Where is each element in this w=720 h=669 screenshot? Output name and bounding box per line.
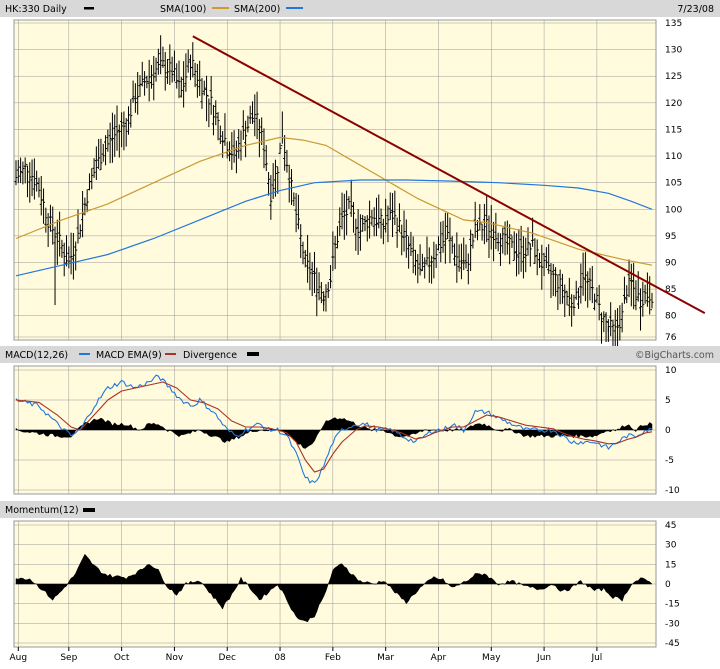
momentum-legend-swatch xyxy=(83,508,95,512)
price-legend-swatch xyxy=(84,7,94,10)
price-overlay-lines xyxy=(15,35,706,314)
x-tick-label: Dec xyxy=(219,653,236,663)
momentum-fill xyxy=(15,553,653,623)
x-tick-label: Oct xyxy=(114,653,130,663)
ticker-label: HK:330 Daily xyxy=(5,4,67,15)
x-tick-label: Mar xyxy=(377,653,394,663)
price-tick-label: 115 xyxy=(665,125,682,135)
momentum-tick-label: 15 xyxy=(665,560,676,570)
macd-lines xyxy=(15,374,653,484)
sma100-line xyxy=(15,136,653,266)
chart-date: 7/23/08 xyxy=(677,4,714,15)
macd-divergence-area xyxy=(15,417,653,449)
x-tick-label: Feb xyxy=(325,653,341,663)
divergence-legend-swatch xyxy=(247,352,259,356)
x-tick-label: Nov xyxy=(166,653,184,663)
x-tick-label: Apr xyxy=(431,653,447,663)
price-tick-label: 95 xyxy=(665,232,676,242)
momentum-panel: Momentum(12) 45 30 15 0 -15 -30 -45 xyxy=(0,501,720,649)
price-tick-label: 110 xyxy=(665,152,682,162)
sma200-legend-swatch xyxy=(286,7,303,9)
x-axis-labels: Aug Sep Oct Nov Dec 08 Feb Mar Apr May Jun Jul xyxy=(10,647,602,663)
momentum-tick-label: 0 xyxy=(665,580,671,590)
momentum-y-axis: 45 30 15 0 -15 -30 -45 xyxy=(665,521,680,649)
macd-tick-label: 10 xyxy=(665,366,677,376)
watermark: ©BigCharts.com xyxy=(635,350,714,361)
macd-ema-legend-label: MACD EMA(9) xyxy=(96,350,162,361)
sma100-legend-label: SMA(100) xyxy=(160,4,206,15)
macd-tick-label: -5 xyxy=(665,456,674,466)
macd-legend-swatch xyxy=(79,353,90,355)
price-ohlc-bars xyxy=(14,35,654,352)
sma100-legend-swatch xyxy=(212,7,229,9)
macd-panel: MACD(12,26) MACD EMA(9) Divergence ©BigC… xyxy=(0,346,720,496)
momentum-tick-label: 30 xyxy=(665,541,677,551)
macd-tick-label: 0 xyxy=(665,426,671,436)
price-tick-label: 90 xyxy=(665,258,677,268)
x-tick-label: May xyxy=(482,653,501,663)
macd-line xyxy=(15,374,653,484)
price-tick-label: 135 xyxy=(665,19,682,29)
momentum-tick-label: -45 xyxy=(665,639,680,649)
price-tick-label: 125 xyxy=(665,72,682,82)
price-panel-header xyxy=(0,0,720,17)
price-tick-label: 100 xyxy=(665,205,682,215)
x-tick-label: Aug xyxy=(10,653,28,663)
price-y-axis: 76 80 85 90 95 100 105 110 115 120 125 130 135 xyxy=(665,19,682,343)
price-grid xyxy=(14,20,656,340)
momentum-legend-label: Momentum(12) xyxy=(5,505,79,516)
x-tick-label: Sep xyxy=(60,653,77,663)
x-tick-label: 08 xyxy=(274,653,286,663)
price-tick-label: 80 xyxy=(665,312,677,322)
macd-tick-label: -10 xyxy=(665,486,680,496)
price-plot-area xyxy=(13,19,657,341)
momentum-area xyxy=(15,553,653,623)
momentum-panel-header xyxy=(0,501,720,518)
price-tick-label: 120 xyxy=(665,99,682,109)
macd-ema-line xyxy=(15,381,653,473)
sma200-legend-label: SMA(200) xyxy=(234,4,280,15)
price-tick-label: 130 xyxy=(665,46,682,56)
sma200-line xyxy=(15,179,653,277)
x-tick-label: Jul xyxy=(590,653,602,663)
momentum-tick-label: -15 xyxy=(665,600,680,610)
macd-tick-label: 5 xyxy=(665,396,671,406)
macd-panel-header xyxy=(0,346,720,363)
macd-ema-legend-swatch xyxy=(165,353,176,355)
macd-legend-label: MACD(12,26) xyxy=(5,350,68,361)
divergence-legend-label: Divergence xyxy=(183,350,237,361)
divergence-area xyxy=(15,417,653,449)
price-tick-label: 105 xyxy=(665,179,682,189)
macd-y-axis: 10 5 0 -5 -10 xyxy=(665,366,680,496)
price-panel: HK:330 Daily SMA(100) SMA(200) 7/23/08 7… xyxy=(0,0,720,352)
trendline xyxy=(192,35,706,314)
price-tick-label: 76 xyxy=(665,333,677,343)
price-tick-label: 85 xyxy=(665,285,676,295)
x-tick-label: Jun xyxy=(536,653,551,663)
momentum-tick-label: 45 xyxy=(665,521,676,531)
momentum-tick-label: -30 xyxy=(665,619,680,629)
